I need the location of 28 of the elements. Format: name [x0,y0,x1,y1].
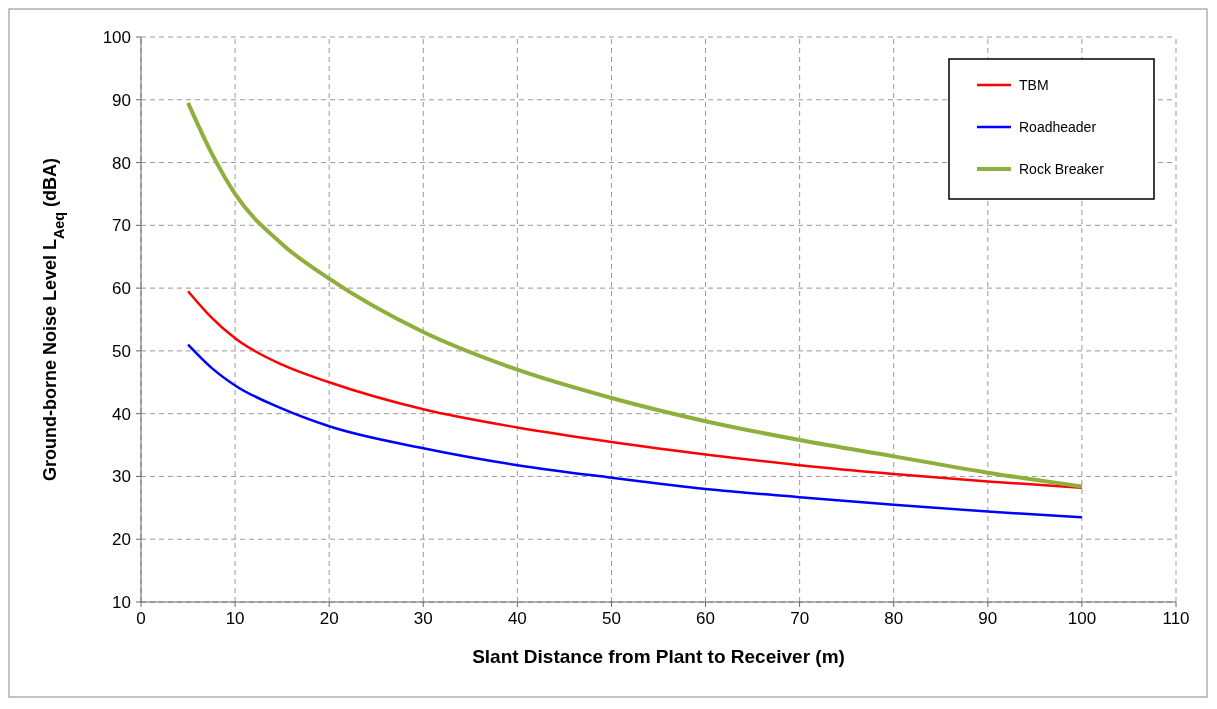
x-tick-label: 30 [413,609,433,628]
y-tick-label: 90 [112,90,131,110]
x-tick-label: 100 [1067,609,1097,628]
legend-label: Rock Breaker [1019,161,1105,177]
y-tick-label: 100 [102,28,131,47]
x-tick-label: 40 [507,609,527,628]
x-axis-title: Slant Distance from Plant to Receiver (m) [472,646,845,667]
y-tick-label: 80 [112,153,131,173]
x-tick-label: 90 [978,609,998,628]
y-tick-label: 30 [112,467,131,487]
line-series [186,290,1084,489]
y-tick-label: 60 [112,279,131,299]
line-series [186,343,1084,519]
legend-label: TBM [1019,77,1049,93]
x-tick-label: 70 [790,609,810,628]
y-tick-label: 10 [112,593,131,612]
x-tick-label: 10 [225,609,245,628]
y-tick-label: 20 [112,530,131,550]
x-tick-label: 80 [884,609,904,628]
x-tick-label: 50 [601,609,621,628]
y-tick-label: 40 [112,404,131,424]
x-tick-label: 0 [136,609,146,628]
x-tick-label: 110 [1162,609,1190,628]
x-tick-label: 20 [319,609,339,628]
y-tick-label: 70 [112,216,131,236]
legend-label: Roadheader [1019,119,1097,135]
y-tick-label: 50 [112,341,131,361]
x-tick-label: 60 [696,609,716,628]
